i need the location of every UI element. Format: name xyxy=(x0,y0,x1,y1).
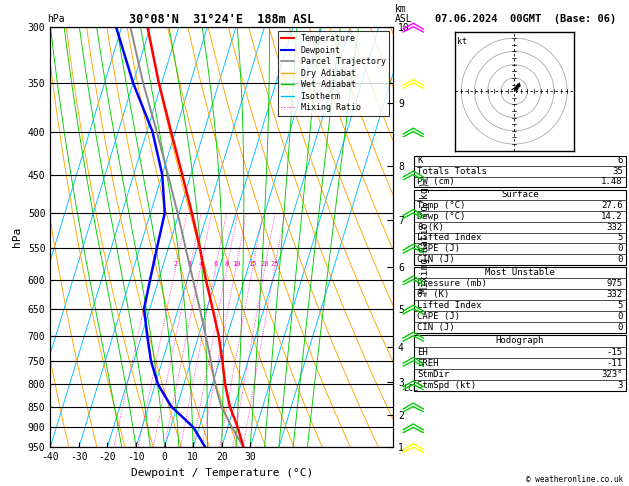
Text: Lifted Index: Lifted Index xyxy=(417,233,482,243)
Text: 0: 0 xyxy=(617,312,623,321)
Text: Hodograph: Hodograph xyxy=(496,336,544,346)
Text: 15: 15 xyxy=(248,261,257,267)
Text: 07.06.2024  00GMT  (Base: 06): 07.06.2024 00GMT (Base: 06) xyxy=(435,14,616,24)
Text: 332: 332 xyxy=(606,290,623,299)
Text: 4: 4 xyxy=(198,261,203,267)
Legend: Temperature, Dewpoint, Parcel Trajectory, Dry Adiabat, Wet Adiabat, Isotherm, Mi: Temperature, Dewpoint, Parcel Trajectory… xyxy=(278,31,389,116)
Text: 2: 2 xyxy=(174,261,178,267)
Text: 5: 5 xyxy=(617,301,623,310)
Text: CIN (J): CIN (J) xyxy=(417,323,455,332)
Title: 30°08'N  31°24'E  188m ASL: 30°08'N 31°24'E 188m ASL xyxy=(129,13,314,26)
Text: kt: kt xyxy=(457,37,467,46)
Text: 5: 5 xyxy=(617,233,623,243)
Text: © weatheronline.co.uk: © weatheronline.co.uk xyxy=(526,474,623,484)
Text: θₑ(K): θₑ(K) xyxy=(417,223,444,232)
Text: -11: -11 xyxy=(606,359,623,368)
Text: SREH: SREH xyxy=(417,359,438,368)
Text: 1: 1 xyxy=(150,261,155,267)
Text: K: K xyxy=(417,156,423,165)
Text: -15: -15 xyxy=(606,347,623,357)
Text: 0: 0 xyxy=(617,255,623,264)
Text: EH: EH xyxy=(417,347,428,357)
Text: CAPE (J): CAPE (J) xyxy=(417,244,460,253)
Text: 6: 6 xyxy=(214,261,218,267)
Text: 0: 0 xyxy=(617,323,623,332)
Text: Most Unstable: Most Unstable xyxy=(485,268,555,278)
Text: CAPE (J): CAPE (J) xyxy=(417,312,460,321)
Text: km
ASL: km ASL xyxy=(394,3,412,24)
Text: Totals Totals: Totals Totals xyxy=(417,167,487,176)
Text: 3: 3 xyxy=(188,261,192,267)
X-axis label: Dewpoint / Temperature (°C): Dewpoint / Temperature (°C) xyxy=(131,468,313,478)
Text: 10: 10 xyxy=(231,261,240,267)
Text: 323°: 323° xyxy=(601,370,623,379)
Text: 20: 20 xyxy=(261,261,269,267)
Text: 27.6: 27.6 xyxy=(601,201,623,210)
Text: Dewp (°C): Dewp (°C) xyxy=(417,212,465,221)
Text: Surface: Surface xyxy=(501,191,538,199)
Text: 1.48: 1.48 xyxy=(601,177,623,186)
Text: hPa: hPa xyxy=(47,14,65,24)
Text: 975: 975 xyxy=(606,279,623,288)
Text: Temp (°C): Temp (°C) xyxy=(417,201,465,210)
Text: CIN (J): CIN (J) xyxy=(417,255,455,264)
Text: LCL: LCL xyxy=(403,383,418,393)
Text: PW (cm): PW (cm) xyxy=(417,177,455,186)
Text: 0: 0 xyxy=(617,244,623,253)
Text: 6: 6 xyxy=(617,156,623,165)
Y-axis label: hPa: hPa xyxy=(13,227,22,247)
Text: 332: 332 xyxy=(606,223,623,232)
Text: Lifted Index: Lifted Index xyxy=(417,301,482,310)
Text: 14.2: 14.2 xyxy=(601,212,623,221)
Text: 3: 3 xyxy=(617,381,623,390)
Text: Pressure (mb): Pressure (mb) xyxy=(417,279,487,288)
Text: StmDir: StmDir xyxy=(417,370,449,379)
Text: 35: 35 xyxy=(612,167,623,176)
Text: Mixing Ratio (g/kg): Mixing Ratio (g/kg) xyxy=(420,181,430,293)
Text: 8: 8 xyxy=(225,261,229,267)
Text: StmSpd (kt): StmSpd (kt) xyxy=(417,381,476,390)
Text: 25: 25 xyxy=(270,261,279,267)
Text: θₑ (K): θₑ (K) xyxy=(417,290,449,299)
